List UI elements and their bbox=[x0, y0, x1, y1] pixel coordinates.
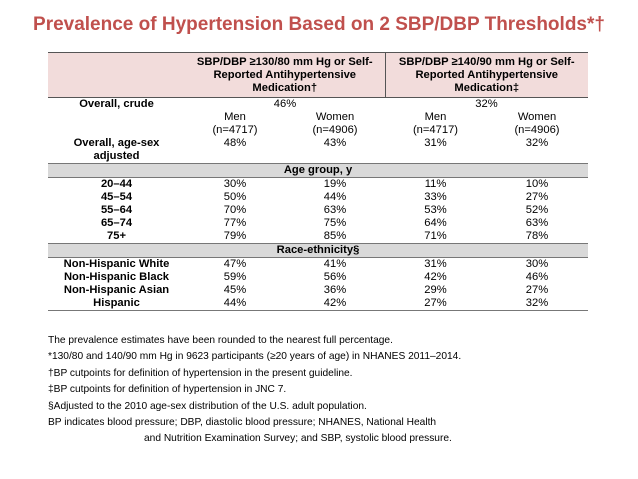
section-age-group: Age group, y bbox=[48, 163, 588, 178]
table-cell: 44% bbox=[185, 297, 285, 311]
footnote: †BP cutpoints for definition of hyperten… bbox=[48, 367, 353, 379]
table-cell: 31% bbox=[424, 258, 447, 270]
table-cell: 30% bbox=[525, 258, 549, 270]
section-race-ethnicity: Race-ethnicity§ bbox=[48, 243, 588, 258]
table-cell: 10% bbox=[525, 178, 549, 190]
table-cell: 77% bbox=[223, 217, 247, 229]
section-heading: Age group, y bbox=[48, 163, 588, 178]
table-cell: 42% bbox=[424, 271, 447, 283]
row-label: Non-Hispanic Black bbox=[63, 271, 170, 283]
table-cell: 31% bbox=[424, 137, 447, 149]
table-cell: 47% bbox=[223, 258, 247, 270]
table-row: 75+ 79% 85% 71% 78% bbox=[48, 230, 588, 244]
table-cell: 32% bbox=[486, 297, 588, 311]
table-cell: 32% bbox=[525, 137, 549, 149]
table-cell: 75% bbox=[323, 217, 347, 229]
table-cell: 53% bbox=[424, 204, 447, 216]
row-label: Non-Hispanic Asian bbox=[63, 284, 170, 296]
header-blank-cell bbox=[48, 52, 185, 98]
table-cell: 44% bbox=[323, 191, 347, 203]
table-row: Non-Hispanic Black 59% 56% 42% 46% bbox=[48, 271, 588, 284]
table-cell: 45% bbox=[223, 284, 247, 296]
table-cell: 41% bbox=[323, 258, 347, 270]
row-label: Non-Hispanic White bbox=[63, 258, 170, 270]
header-threshold-140-90: SBP/DBP ≥140/90 mm Hg or Self-Reported A… bbox=[384, 52, 588, 98]
table-cell: 29% bbox=[424, 284, 447, 296]
footnote: The prevalence estimates have been round… bbox=[48, 335, 393, 346]
table-cell: 27% bbox=[525, 191, 549, 203]
table-cell: 85% bbox=[323, 230, 347, 242]
footnote: and Nutrition Examination Survey; and SB… bbox=[144, 433, 452, 445]
table-cell: 56% bbox=[323, 271, 347, 283]
table-cell: 78% bbox=[525, 230, 549, 242]
table-cell: 30% bbox=[223, 178, 247, 190]
table-cell: 63% bbox=[525, 217, 549, 229]
table-cell: 43% bbox=[323, 137, 347, 149]
section-heading: Race-ethnicity§ bbox=[48, 243, 588, 258]
table-cell: 46% bbox=[525, 271, 549, 283]
footnotes: The prevalence estimates have been round… bbox=[48, 333, 608, 448]
row-label: Hispanic bbox=[48, 297, 185, 311]
table-row: Non-Hispanic White 47% 41% 31% 30% bbox=[48, 258, 588, 272]
table-cell: Men (n=4717) bbox=[412, 111, 459, 136]
footnote: *130/80 and 140/90 mm Hg in 9623 partici… bbox=[48, 351, 462, 363]
table-cell: 48% bbox=[223, 137, 247, 149]
table-row: 55–64 70% 63% 53% 52% bbox=[48, 204, 588, 217]
table-row-overall-adjusted: Overall, age-sex adjusted 48% 43% 31% 32… bbox=[48, 137, 588, 164]
table-cell: 70% bbox=[223, 204, 247, 216]
header-threshold-130-80: SBP/DBP ≥130/80 mm Hg or Self-Reported A… bbox=[185, 52, 385, 98]
table-cell: 36% bbox=[323, 284, 347, 296]
table-cell: 33% bbox=[424, 191, 447, 203]
table-cell: 50% bbox=[223, 191, 247, 203]
row-label: Overall, crude bbox=[79, 98, 154, 110]
table-cell: 32% bbox=[475, 98, 498, 110]
table-cell: Men (n=4717) bbox=[212, 111, 258, 136]
table-cell: Women (n=4906) bbox=[514, 111, 560, 136]
table-cell: 27% bbox=[525, 284, 549, 296]
table-row: Hispanic 44% 42% 27% 32% bbox=[48, 297, 588, 311]
table-cell: 11% bbox=[424, 178, 447, 190]
footnote: BP indicates blood pressure; DBP, diasto… bbox=[48, 417, 437, 429]
row-label: Overall, age-sex adjusted bbox=[73, 137, 160, 162]
row-label: 20–44 bbox=[100, 178, 133, 190]
footnote: §Adjusted to the 2010 age-sex distributi… bbox=[48, 400, 367, 412]
hypertension-prevalence-table: SBP/DBP ≥130/80 mm Hg or Self-Reported A… bbox=[48, 52, 588, 311]
table-row: 20–44 30% 19% 11% 10% bbox=[48, 178, 588, 192]
table-cell: 42% bbox=[285, 297, 385, 311]
table-cell: 79% bbox=[223, 230, 247, 242]
table-row: 45–54 50% 44% 33% 27% bbox=[48, 191, 588, 204]
table-cell: 27% bbox=[385, 297, 486, 311]
table-cell: Women (n=4906) bbox=[312, 111, 358, 136]
table-row: Non-Hispanic Asian 45% 36% 29% 27% bbox=[48, 284, 588, 297]
row-label: 55–64 bbox=[100, 204, 133, 216]
table-row-sex: Men (n=4717) Women (n=4906) Men (n=4717) Wo… bbox=[48, 111, 588, 137]
table-cell: 46% bbox=[273, 98, 297, 110]
page-title: Prevalence of Hypertension Based on 2 SB… bbox=[33, 14, 605, 35]
table-row: 65–74 77% 75% 64% 63% bbox=[48, 217, 588, 230]
row-label: 45–54 bbox=[100, 191, 133, 203]
table-cell: 64% bbox=[424, 217, 447, 229]
table-cell: 19% bbox=[323, 178, 347, 190]
footnote: ‡BP cutpoints for definition of hyperten… bbox=[48, 384, 287, 396]
row-label: 75+ bbox=[107, 230, 126, 242]
table-cell: 71% bbox=[424, 230, 447, 242]
table-header-row: SBP/DBP ≥130/80 mm Hg or Self-Reported A… bbox=[48, 52, 588, 98]
table-row-overall-crude: Overall, crude 46% 32% bbox=[48, 98, 588, 112]
table-cell: 59% bbox=[223, 271, 247, 283]
table-cell: 52% bbox=[525, 204, 549, 216]
row-label: 65–74 bbox=[100, 217, 133, 229]
table-cell: 63% bbox=[323, 204, 347, 216]
